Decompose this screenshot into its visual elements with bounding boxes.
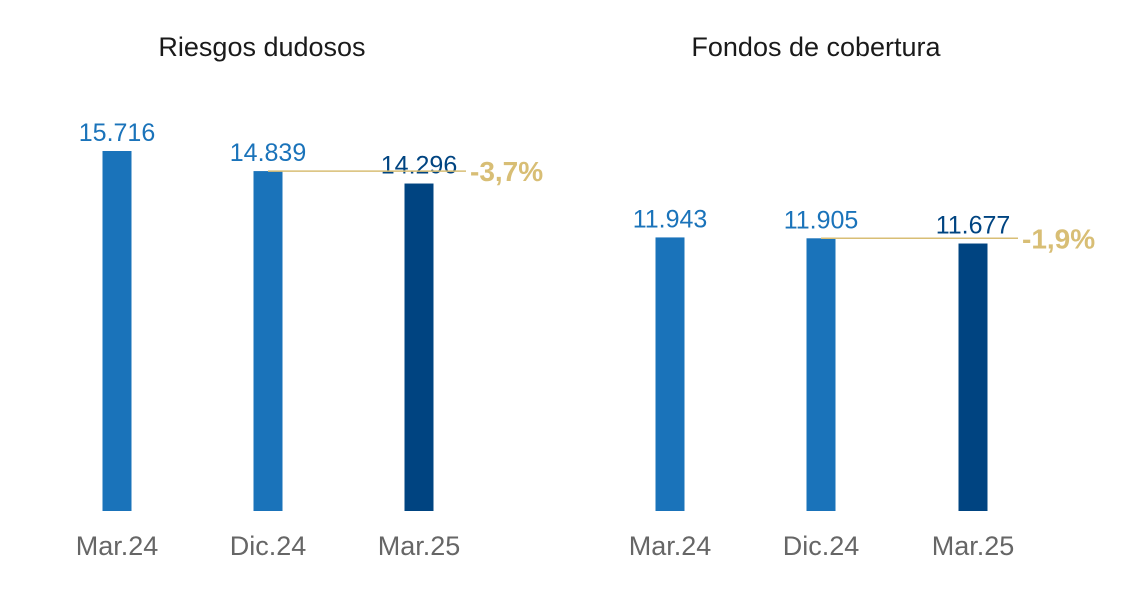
chart-1-title: Riesgos dudosos xyxy=(158,32,365,62)
chart-2-value-label-3: 11.677 xyxy=(936,212,1011,240)
chart-1-value-label-3: 14.296 xyxy=(381,152,457,180)
chart-2-title: Fondos de cobertura xyxy=(691,32,941,62)
chart-2-value-label-1: 11.943 xyxy=(633,205,708,233)
chart-1-category-label-3: Mar.25 xyxy=(378,531,461,561)
chart-2-category-label-2: Dic.24 xyxy=(783,531,860,561)
chart-2-bar-3 xyxy=(958,243,988,512)
chart-2-value-label-2: 11.905 xyxy=(784,206,859,234)
chart-1-bar-1 xyxy=(102,151,132,511)
chart-1-value-label-1: 15.716 xyxy=(79,119,155,147)
chart-1-change-label: -3,7% xyxy=(470,156,543,187)
chart-2-change-label: -1,9% xyxy=(1022,223,1095,254)
chart-1-bar-2 xyxy=(253,171,283,511)
chart-2-category-label-3: Mar.25 xyxy=(932,531,1015,561)
chart-1-value-label-2: 14.839 xyxy=(230,139,306,167)
chart-2-category-label-1: Mar.24 xyxy=(629,531,712,561)
chart-1-category-label-1: Mar.24 xyxy=(76,531,159,561)
chart-1-category-label-2: Dic.24 xyxy=(230,531,307,561)
chart-2-bar-2 xyxy=(806,238,836,511)
chart-1-bar-3 xyxy=(404,183,434,512)
chart-2-bar-1 xyxy=(655,237,685,511)
